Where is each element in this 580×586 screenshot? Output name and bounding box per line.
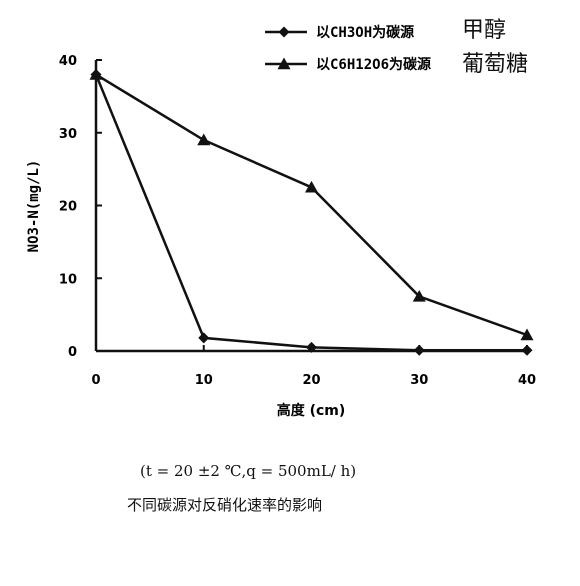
y-axis-title: NO3-N(mg/L): [26, 160, 42, 253]
series-line: [94, 74, 527, 352]
series-2: [89, 68, 534, 341]
x-axis-title: 高度 (cm): [277, 402, 346, 419]
y-tick-label: 0: [68, 345, 77, 360]
series-layer: [89, 68, 534, 356]
series-point: [412, 289, 426, 302]
legend-entry-2: 以C6H12O6为碳源: [265, 56, 431, 73]
legend-marker: [278, 26, 290, 38]
legend-marker: [277, 57, 291, 70]
x-tick-label: 30: [410, 373, 428, 388]
y-tick-label: 30: [59, 127, 77, 142]
series-point: [521, 344, 533, 356]
legend-annotation-2: 葡萄糖: [462, 52, 529, 77]
series-point: [520, 328, 534, 341]
series-point: [89, 68, 103, 80]
axes: 0 10 20 30 40 0 10 20 30 40 高度 (cm) NO3-N(mg/L): [26, 54, 536, 419]
legend-annotation-1: 甲醇: [462, 18, 507, 43]
series-point: [305, 180, 318, 193]
y-tick-label: 10: [59, 272, 77, 287]
y-tick-label: 20: [59, 200, 77, 215]
series-point: [198, 332, 210, 344]
series-point: [197, 133, 211, 146]
caption-title: 不同碳源对反硝化速率的影响: [127, 496, 323, 514]
series-line: [95, 73, 528, 337]
series-point: [413, 344, 425, 356]
y-tick-label: 40: [59, 54, 77, 69]
x-tick-label: 0: [91, 373, 100, 388]
legend-entry-1: 以CH3OH为碳源: [265, 24, 414, 41]
x-tick-label: 20: [302, 373, 320, 388]
x-tick-label: 40: [518, 373, 536, 388]
x-tick-label: 10: [195, 373, 213, 388]
legend-label: 以CH3OH为碳源: [316, 24, 414, 41]
legend-label: 以C6H12O6为碳源: [316, 56, 431, 73]
series-point: [306, 341, 317, 353]
caption-conditions: (t = 20 ±2 ℃,q = 500mL/ h): [140, 462, 357, 480]
